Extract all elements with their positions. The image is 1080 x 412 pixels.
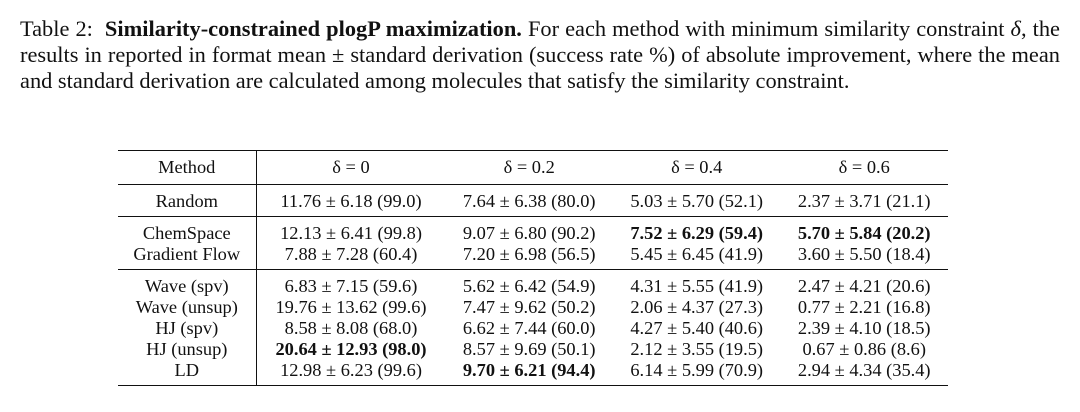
result-cell: 2.06 ± 4.37 (27.3) bbox=[630, 297, 764, 317]
result-cell: 19.76 ± 13.62 (99.6) bbox=[275, 297, 427, 317]
result-cell: 4.31 ± 5.55 (41.9) bbox=[630, 276, 764, 296]
caption-text-b: , the results in reported in format mean… bbox=[20, 16, 1060, 93]
result-cell: 7.52 ± 6.29 (59.4) bbox=[630, 223, 764, 243]
method-name: Gradient Flow bbox=[118, 244, 257, 270]
result-cell: 7.47 ± 9.62 (50.2) bbox=[462, 297, 596, 317]
result-cell: 2.39 ± 4.10 (18.5) bbox=[797, 318, 931, 338]
result-cell: 9.70 ± 6.21 (94.4) bbox=[462, 360, 596, 380]
table-row: HJ (spv) 8.58 ± 8.08 (68.0) 6.62 ± 7.44 … bbox=[118, 318, 948, 339]
row-group-baseline: Random 11.76 ± 6.18 (99.0) 7.64 ± 6.38 (… bbox=[118, 184, 948, 217]
result-cell: 8.57 ± 9.69 (50.1) bbox=[462, 339, 596, 359]
result-cell: 7.64 ± 6.38 (80.0) bbox=[462, 191, 596, 211]
table-caption: Table 2: Similarity-constrained plogP ma… bbox=[20, 16, 1060, 94]
result-cell: 0.67 ± 0.86 (8.6) bbox=[802, 339, 926, 359]
table-row: Gradient Flow 7.88 ± 7.28 (60.4) 7.20 ± … bbox=[118, 244, 948, 270]
result-cell: 12.98 ± 6.23 (99.6) bbox=[280, 360, 422, 380]
result-cell: 5.70 ± 5.84 (20.2) bbox=[797, 223, 931, 243]
method-name: HJ (spv) bbox=[118, 318, 257, 339]
method-name: LD bbox=[118, 360, 257, 386]
method-name: Wave (spv) bbox=[118, 269, 257, 297]
header-delta-0: δ = 0 bbox=[332, 157, 370, 177]
method-name: ChemSpace bbox=[118, 216, 257, 244]
table-row: Wave (unsup) 19.76 ± 13.62 (99.6) 7.47 ±… bbox=[118, 297, 948, 318]
result-cell: 2.37 ± 3.71 (21.1) bbox=[797, 191, 931, 211]
method-name: HJ (unsup) bbox=[118, 339, 257, 360]
result-cell: 8.58 ± 8.08 (68.0) bbox=[284, 318, 418, 338]
caption-title: Similarity-constrained plogP maximizatio… bbox=[104, 16, 522, 41]
result-cell: 5.03 ± 5.70 (52.1) bbox=[630, 191, 764, 211]
header-row: Method δ = 0 δ = 0.2 δ = 0.4 δ = 0.6 bbox=[118, 150, 948, 185]
result-cell: 2.12 ± 3.55 (19.5) bbox=[630, 339, 764, 359]
result-cell: 20.64 ± 12.93 (98.0) bbox=[275, 339, 427, 359]
caption-delta-symbol: δ bbox=[1010, 16, 1021, 41]
results-table: Method δ = 0 δ = 0.2 δ = 0.4 δ = 0.6 Ran… bbox=[118, 150, 948, 386]
result-cell: 7.88 ± 7.28 (60.4) bbox=[284, 244, 418, 264]
result-cell: 12.13 ± 6.41 (99.8) bbox=[280, 223, 422, 243]
result-cell: 6.14 ± 5.99 (70.9) bbox=[630, 360, 764, 380]
result-cell: 4.27 ± 5.40 (40.6) bbox=[630, 318, 764, 338]
table-row: LD 12.98 ± 6.23 (99.6) 9.70 ± 6.21 (94.4… bbox=[118, 360, 948, 386]
result-cell: 5.62 ± 6.42 (54.9) bbox=[462, 276, 596, 296]
result-cell: 2.94 ± 4.34 (35.4) bbox=[797, 360, 931, 380]
result-cell: 9.07 ± 6.80 (90.2) bbox=[462, 223, 596, 243]
table-row: HJ (unsup) 20.64 ± 12.93 (98.0) 8.57 ± 9… bbox=[118, 339, 948, 360]
caption-text-a: For each method with minimum similarity … bbox=[527, 16, 1005, 41]
result-cell: 6.83 ± 7.15 (59.6) bbox=[284, 276, 418, 296]
header-delta-0-4: δ = 0.4 bbox=[671, 157, 723, 177]
row-group-proposed: Wave (spv) 6.83 ± 7.15 (59.6) 5.62 ± 6.4… bbox=[118, 269, 948, 386]
method-name: Wave (unsup) bbox=[118, 297, 257, 318]
table-row: Random 11.76 ± 6.18 (99.0) 7.64 ± 6.38 (… bbox=[118, 184, 948, 217]
result-cell: 5.45 ± 6.45 (41.9) bbox=[630, 244, 764, 264]
result-cell: 0.77 ± 2.21 (16.8) bbox=[797, 297, 931, 317]
result-cell: 2.47 ± 4.21 (20.6) bbox=[797, 276, 931, 296]
header-method: Method bbox=[118, 150, 257, 185]
row-group-chemspace: ChemSpace 12.13 ± 6.41 (99.8) 9.07 ± 6.8… bbox=[118, 216, 948, 270]
table-row: Wave (spv) 6.83 ± 7.15 (59.6) 5.62 ± 6.4… bbox=[118, 269, 948, 297]
result-cell: 7.20 ± 6.98 (56.5) bbox=[462, 244, 596, 264]
header-delta-0-2: δ = 0.2 bbox=[503, 157, 555, 177]
result-cell: 3.60 ± 5.50 (18.4) bbox=[797, 244, 931, 264]
header-delta-0-6: δ = 0.6 bbox=[838, 157, 890, 177]
method-name: Random bbox=[118, 184, 257, 217]
caption-label: Table 2: bbox=[20, 16, 93, 41]
result-cell: 6.62 ± 7.44 (60.0) bbox=[462, 318, 596, 338]
table-row: ChemSpace 12.13 ± 6.41 (99.8) 9.07 ± 6.8… bbox=[118, 216, 948, 244]
result-cell: 11.76 ± 6.18 (99.0) bbox=[280, 191, 422, 211]
table-header: Method δ = 0 δ = 0.2 δ = 0.4 δ = 0.6 bbox=[118, 150, 948, 185]
